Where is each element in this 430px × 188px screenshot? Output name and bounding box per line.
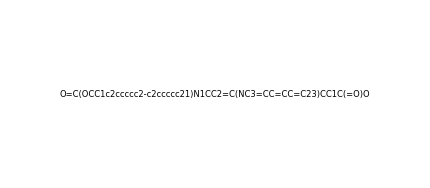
Text: O=C(OCC1c2ccccc2-c2ccccc21)N1CC2=C(NC3=CC=CC=C23)CC1C(=O)O: O=C(OCC1c2ccccc2-c2ccccc21)N1CC2=C(NC3=C… (60, 89, 370, 99)
